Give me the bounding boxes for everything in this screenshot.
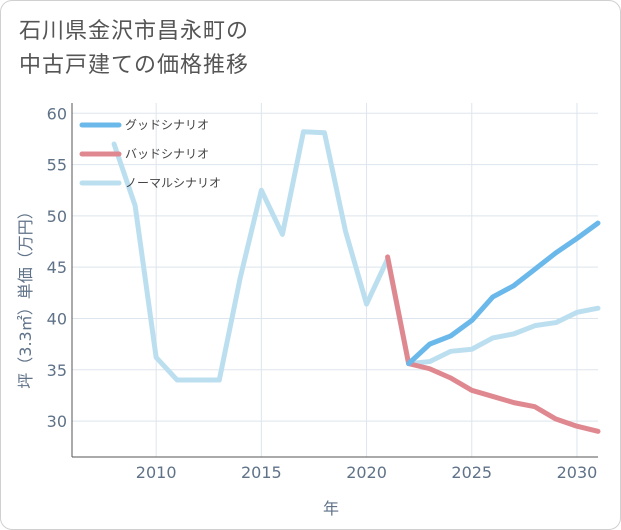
- y-tick-label-30: 30: [47, 412, 67, 431]
- good-scenario-point-2027: [512, 283, 516, 287]
- normal-scenario-point-2012: [196, 378, 200, 382]
- normal-scenario-point-2027: [512, 332, 516, 336]
- y-tick-label-35: 35: [47, 361, 67, 380]
- y-tick-label-55: 55: [47, 156, 67, 175]
- bad-scenario-point-2026: [491, 394, 495, 398]
- bad-scenario-point-2031: [596, 429, 600, 433]
- bad-scenario-point-2021: [385, 255, 389, 259]
- legend-bad-label: バッドシナリオ: [125, 147, 209, 161]
- good-scenario-point-2026: [491, 295, 495, 299]
- bad-scenario-line: [385, 254, 601, 434]
- normal-scenario-point-2010: [154, 355, 158, 359]
- bad-scenario-point-2027: [512, 400, 516, 404]
- good-scenario-point-2022: [406, 361, 410, 365]
- bad-scenario-point-2029: [554, 417, 558, 421]
- normal-scenario-point-2009: [133, 203, 137, 207]
- y-axis-title: 坪（3.3㎡）単価（万円）: [16, 203, 35, 388]
- series-layer: [111, 129, 601, 434]
- normal-scenario-point-2024: [449, 349, 453, 353]
- good-scenario-line: [406, 220, 601, 367]
- good-scenario-point-2031: [596, 221, 600, 225]
- chart-title-line-2: 中古戸建ての価格推移: [19, 53, 250, 78]
- axis-layer: 2010 2015 2020 2025 2030 30 35 40 45 50 55 60: [47, 103, 598, 482]
- y-tick-label-60: 60: [47, 104, 67, 123]
- legend-normal-label: ノーマルシナリオ: [125, 176, 221, 190]
- normal-scenario-point-2013: [217, 378, 221, 382]
- normal-scenario-point-2030: [575, 310, 579, 314]
- y-tick-label-50: 50: [47, 207, 67, 226]
- good-scenario-point-2023: [427, 342, 431, 346]
- chart-title-line-1: 石川県金沢市昌永町の: [19, 19, 250, 44]
- y-tick-label-45: 45: [47, 258, 67, 277]
- bad-scenario-point-2023: [427, 367, 431, 371]
- normal-scenario-point-2016: [280, 232, 284, 236]
- x-tick-label-2025: 2025: [451, 463, 492, 482]
- x-axis-title: 年: [323, 499, 339, 518]
- legend-good-label: グッドシナリオ: [125, 118, 209, 132]
- normal-scenario-point-2014: [238, 275, 242, 279]
- grid-layer: [72, 103, 598, 457]
- normal-scenario-line: [111, 129, 601, 383]
- normal-scenario-point-2017: [301, 130, 305, 134]
- x-tick-label-2015: 2015: [241, 463, 282, 482]
- normal-scenario-point-2018: [322, 131, 326, 135]
- x-tick-label-2030: 2030: [557, 463, 598, 482]
- good-scenario-point-2030: [575, 236, 579, 240]
- normal-scenario-point-2011: [175, 378, 179, 382]
- x-tick-label-2020: 2020: [346, 463, 387, 482]
- good-scenario-point-2029: [554, 251, 558, 255]
- y-tick-label-40: 40: [47, 309, 67, 328]
- normal-scenario-point-2020: [364, 302, 368, 306]
- normal-scenario-point-2019: [343, 229, 347, 233]
- normal-scenario-point-2028: [533, 323, 537, 327]
- normal-scenario-point-2015: [259, 188, 263, 192]
- x-tick-label-2010: 2010: [136, 463, 177, 482]
- good-scenario-point-2025: [470, 318, 474, 322]
- good-scenario-point-2028: [533, 267, 537, 271]
- bad-scenario-point-2030: [575, 424, 579, 428]
- bad-scenario-point-2024: [449, 376, 453, 380]
- normal-scenario-point-2031: [596, 306, 600, 310]
- bad-scenario-point-2028: [533, 405, 537, 409]
- bad-scenario-point-2025: [470, 388, 474, 392]
- normal-scenario-point-2023: [427, 359, 431, 363]
- normal-scenario-point-2025: [470, 347, 474, 351]
- chart-title: 石川県金沢市昌永町の 中古戸建ての価格推移: [19, 15, 579, 83]
- good-scenario-point-2024: [449, 334, 453, 338]
- normal-scenario-point-2026: [491, 336, 495, 340]
- normal-scenario-point-2008: [112, 142, 116, 146]
- normal-scenario-point-2029: [554, 320, 558, 324]
